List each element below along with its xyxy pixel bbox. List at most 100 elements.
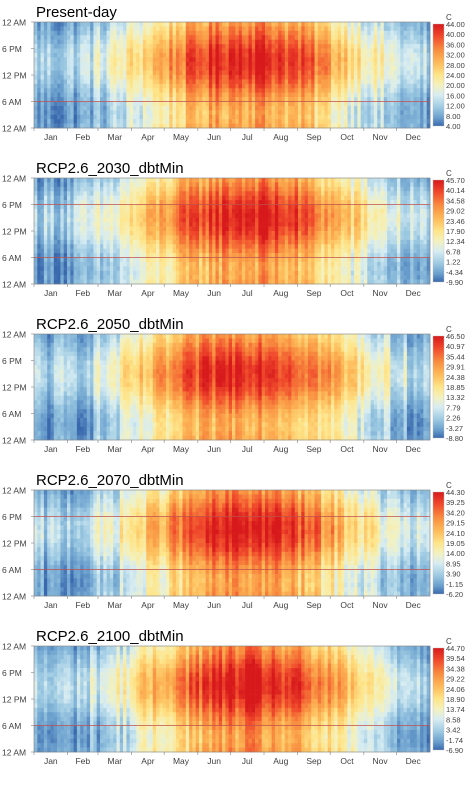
heatmap-cell (242, 66, 246, 71)
heatmap-cell (126, 178, 130, 183)
heatmap-cell (186, 187, 190, 192)
heatmap-cell (163, 115, 167, 120)
heatmap-cell (374, 79, 378, 84)
heatmap-cell (41, 71, 45, 76)
heatmap-cell (288, 22, 292, 27)
heatmap-cell (57, 66, 61, 71)
heatmap-cell (278, 79, 282, 84)
heatmap-cell (153, 280, 157, 285)
heatmap-cell (249, 209, 253, 214)
heatmap-cell (136, 191, 140, 196)
heatmap-cell (315, 191, 319, 196)
heatmap-cell (272, 57, 276, 62)
heatmap-cell (275, 124, 279, 129)
heatmap-cell (189, 35, 193, 40)
heatmap-cell (371, 115, 375, 120)
heatmap-cell (140, 40, 144, 45)
heatmap-cell (57, 227, 61, 232)
heatmap-cell (282, 102, 286, 107)
heatmap-cell (173, 79, 177, 84)
heatmap-cell (249, 218, 253, 223)
heatmap-cell (298, 102, 302, 107)
heatmap-cell (229, 66, 233, 71)
heatmap-cell (199, 84, 203, 89)
heatmap-cell (400, 75, 404, 80)
heatmap-cell (140, 102, 144, 107)
heatmap-cell (245, 71, 249, 76)
heatmap-cell (87, 218, 91, 223)
heatmap-cell (47, 258, 51, 263)
heatmap-cell (192, 26, 196, 31)
heatmap-cell (361, 66, 365, 71)
heatmap-cell (74, 79, 78, 84)
heatmap-cell (189, 49, 193, 54)
heatmap-cell (225, 75, 229, 80)
heatmap-cell (77, 196, 81, 201)
heatmap-cell (123, 196, 127, 201)
heatmap-cell (209, 115, 213, 120)
heatmap-cell (407, 106, 411, 111)
heatmap-cell (249, 26, 253, 31)
heatmap-cell (183, 102, 187, 107)
heatmap-cell (272, 102, 276, 107)
heatmap-cell (37, 124, 41, 129)
heatmap-cell (130, 262, 134, 267)
heatmap-cell (410, 75, 414, 80)
heatmap-cell (93, 35, 97, 40)
heatmap-cell (153, 218, 157, 223)
heatmap-cell (159, 57, 163, 62)
heatmap-cell (199, 240, 203, 245)
heatmap-cell (354, 115, 358, 120)
heatmap-cell (60, 231, 64, 236)
heatmap-cell (186, 35, 190, 40)
heatmap-cell (262, 35, 266, 40)
heatmap-cell (199, 53, 203, 58)
heatmap-cell (305, 97, 309, 102)
heatmap-cell (295, 115, 299, 120)
heatmap-cell (199, 187, 203, 192)
heatmap-cell (143, 187, 147, 192)
heatmap-cell (37, 191, 41, 196)
heatmap-cell (202, 124, 206, 129)
heatmap-cell (255, 71, 259, 76)
heatmap-cell (235, 200, 239, 205)
heatmap-cell (54, 110, 58, 115)
heatmap-cell (70, 35, 74, 40)
heatmap-cell (235, 205, 239, 210)
heatmap-cell (51, 275, 55, 280)
heatmap-cell (103, 240, 107, 245)
heatmap-cell (301, 258, 305, 263)
heatmap-cell (100, 22, 104, 27)
heatmap-cell (100, 213, 104, 218)
heatmap-cell (113, 106, 117, 111)
heatmap-cell (315, 66, 319, 71)
heatmap-cell (258, 102, 262, 107)
heatmap-cell (414, 97, 418, 102)
heatmap-cell (272, 213, 276, 218)
heatmap-cell (60, 200, 64, 205)
heatmap-cell (113, 124, 117, 129)
heatmap-cell (315, 182, 319, 187)
heatmap-cell (377, 115, 381, 120)
heatmap-cell (308, 231, 312, 236)
heatmap-cell (87, 35, 91, 40)
heatmap-cell (64, 53, 68, 58)
heatmap-cell (67, 44, 71, 49)
heatmap-cell (245, 22, 249, 27)
heatmap-cell (107, 187, 111, 192)
heatmap-cell (77, 187, 81, 192)
heatmap-cell (192, 187, 196, 192)
heatmap-cell (219, 235, 223, 240)
heatmap-cell (249, 106, 253, 111)
heatmap-cell (282, 227, 286, 232)
heatmap-cell (156, 182, 160, 187)
heatmap-cell (315, 222, 319, 227)
heatmap-cell (338, 119, 342, 124)
heatmap-cell (295, 57, 299, 62)
heatmap-cell (163, 88, 167, 93)
heatmap-cell (262, 222, 266, 227)
heatmap-cell (282, 235, 286, 240)
heatmap-cell (305, 44, 309, 49)
heatmap-cell (232, 271, 236, 276)
heatmap-cell (140, 275, 144, 280)
